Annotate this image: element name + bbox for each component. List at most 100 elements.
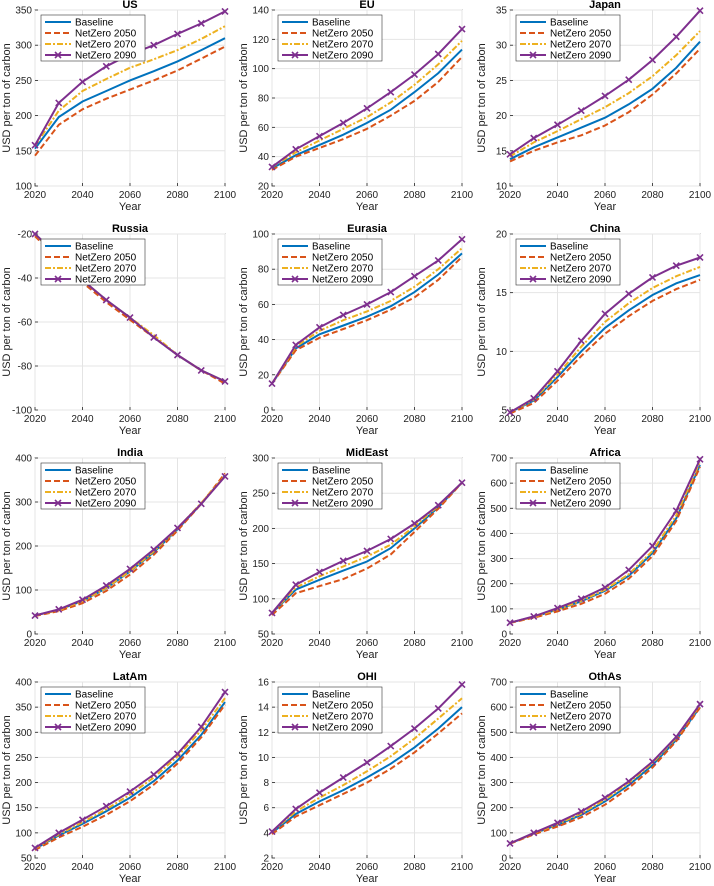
data-point-marker [268,163,276,171]
legend-label: NetZero 2090 [75,723,137,734]
legend-marker [291,51,299,59]
y-tick-label: 700 [490,678,507,689]
series-line-netzero-2050 [509,466,701,624]
data-point-marker [387,535,395,543]
legend-marker [54,723,62,731]
panel-latam: 2020 2040 2060 2080 2100 50 100 150 200 250 300 350… [1,671,237,885]
data-point-marker [55,99,63,107]
y-tick-label: 12 [258,728,270,739]
data-point-marker [197,366,205,374]
data-point-marker [601,310,609,318]
legend-marker [529,275,537,283]
data-point-marker [553,604,562,612]
data-point-marker [458,25,466,33]
series-line-baseline [34,37,226,150]
panel-title: Africa [589,447,621,459]
x-tick-label: 2100 [214,862,237,873]
data-point-marker [434,501,442,509]
data-point-marker [150,333,158,341]
y-tick-label: 100 [252,594,269,605]
data-point-marker [126,788,134,796]
y-tick-label: 6 [263,803,269,814]
data-point-marker [268,828,276,836]
y-tick-label: 250 [15,76,32,87]
y-tick-label: 400 [490,753,507,764]
data-point-marker [625,777,633,785]
x-tick-label: 2040 [546,638,569,649]
legend-label: NetZero 2050 [550,29,612,40]
data-point-marker [221,688,229,696]
series-line-netzero-2070 [271,697,463,833]
x-tick-label: 2020 [261,862,284,873]
data-point-marker [126,314,134,322]
legend-label: NetZero 2050 [312,701,374,712]
x-tick-label: 2100 [689,638,712,649]
y-tick-label: 500 [490,728,507,739]
y-tick-label: 140 [252,6,269,17]
y-tick-label: 0 [26,630,32,641]
data-point-marker [577,807,585,816]
y-tick-label: 40 [258,152,270,163]
y-tick-label: 600 [490,479,507,490]
legend-label: NetZero 2050 [550,477,612,488]
y-tick-label: 350 [15,6,32,17]
data-point-marker [197,19,205,27]
y-tick-label: 14 [258,703,270,714]
x-tick-label: 2040 [308,862,331,873]
legend-label: NetZero 2090 [312,723,374,734]
legend-label: Baseline [550,242,589,253]
legend-label: Baseline [312,242,351,253]
y-tick-label: 400 [490,529,507,540]
legend-label: NetZero 2070 [550,264,612,275]
y-tick-label: -80 [18,362,33,373]
data-point-marker [55,605,63,613]
x-tick-label: 2060 [119,414,142,425]
legend-label: Baseline [312,18,351,29]
legend-marker [54,499,62,507]
x-tick-label: 2040 [308,638,331,649]
legend-label: Baseline [75,18,114,29]
legend-label: Baseline [550,466,589,477]
x-tick-label: 2020 [499,414,522,425]
data-point-marker [601,583,609,592]
y-tick-label: 150 [252,559,269,570]
data-point-marker [410,272,419,280]
y-tick-label: 300 [252,454,269,465]
data-point-marker [292,341,300,349]
data-point-marker [458,680,466,689]
legend-label: NetZero 2050 [550,701,612,712]
series-line-netzero-2050 [34,235,226,385]
x-tick-label: 2060 [356,190,379,201]
x-tick-label: 2100 [689,190,712,201]
legend-label: Baseline [75,466,114,477]
x-tick-label: 2020 [24,862,47,873]
legend-label: NetZero 2090 [312,275,374,286]
x-axis-label: Year [594,201,617,213]
x-tick-label: 2020 [499,638,522,649]
y-tick-label: 150 [15,146,32,157]
x-tick-label: 2020 [499,190,522,201]
legend-marker [529,499,537,507]
y-tick-label: 20 [258,370,270,381]
data-point-marker [458,235,466,243]
panel-india: 2020 2040 2060 2080 2100 0 100 200 300 400 India Ye… [1,447,237,661]
data-point-marker [150,41,158,49]
y-tick-label: 300 [15,728,32,739]
x-tick-label: 2080 [641,414,664,425]
data-point-marker [268,609,276,617]
data-point-marker [55,829,63,837]
panel-title: Japan [589,0,621,11]
data-point-marker [410,724,419,733]
legend-label: NetZero 2070 [312,264,374,275]
data-point-marker [102,296,110,304]
y-tick-label: 35 [496,6,508,17]
data-point-marker [648,542,657,550]
panel-title: Russia [112,223,149,235]
y-tick-label: 20 [496,230,508,241]
y-tick-label: 0 [501,630,507,641]
y-tick-label: 200 [15,111,32,122]
legend-label: NetZero 2070 [550,488,612,499]
x-tick-label: 2080 [403,190,426,201]
y-tick-label: 5 [501,406,507,417]
